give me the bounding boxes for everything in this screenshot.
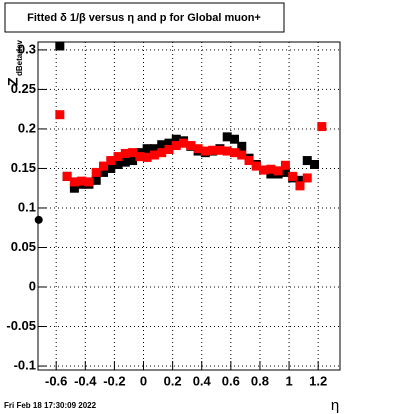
point bbox=[302, 173, 312, 183]
point bbox=[317, 122, 327, 132]
point bbox=[186, 141, 196, 151]
y-tick-label: 0.1 bbox=[18, 199, 36, 214]
timestamp: Fri Feb 18 17:30:09 2022 bbox=[4, 401, 97, 410]
point bbox=[273, 166, 283, 176]
point bbox=[295, 181, 305, 191]
point bbox=[237, 150, 247, 160]
point bbox=[237, 141, 247, 151]
x-tick-label: 1 bbox=[285, 373, 292, 388]
point bbox=[295, 175, 305, 185]
x-tick-label: 0.6 bbox=[222, 373, 240, 388]
y-tick-label: 0 bbox=[29, 278, 36, 293]
x-tick-label: -0.4 bbox=[74, 373, 97, 388]
point bbox=[171, 134, 181, 144]
point bbox=[128, 156, 138, 166]
point bbox=[128, 148, 138, 158]
point bbox=[55, 110, 65, 120]
y-axis-label: Z dBetadev bbox=[5, 39, 24, 86]
x-tick-label: 0.2 bbox=[164, 373, 182, 388]
point bbox=[142, 144, 152, 154]
point bbox=[215, 145, 225, 155]
point bbox=[120, 148, 130, 158]
point bbox=[106, 156, 116, 166]
point bbox=[302, 156, 312, 166]
y-tick-label: 0.15 bbox=[11, 160, 36, 175]
point bbox=[135, 152, 145, 162]
point bbox=[98, 167, 108, 177]
y-tick-label: 0.3 bbox=[18, 41, 36, 56]
point bbox=[200, 146, 210, 156]
point bbox=[208, 145, 218, 155]
point bbox=[106, 163, 116, 173]
point bbox=[149, 144, 159, 154]
x-axis-label: η bbox=[331, 397, 339, 414]
x-tick-label: -0.2 bbox=[103, 373, 125, 388]
point bbox=[69, 183, 79, 193]
x-tick-label: 0 bbox=[140, 373, 147, 388]
point bbox=[193, 144, 203, 154]
point bbox=[280, 167, 290, 177]
point bbox=[288, 171, 298, 181]
point bbox=[171, 141, 181, 151]
point bbox=[142, 152, 152, 162]
point bbox=[251, 161, 261, 171]
point bbox=[69, 177, 79, 187]
point bbox=[259, 165, 269, 175]
x-tick-label: 0.4 bbox=[193, 373, 212, 388]
point bbox=[266, 164, 276, 174]
point bbox=[164, 144, 174, 154]
title-box bbox=[4, 2, 285, 33]
y-tick-label: -0.05 bbox=[6, 318, 36, 333]
y-tick-label: 0.05 bbox=[11, 239, 36, 254]
point bbox=[120, 157, 130, 167]
point bbox=[84, 177, 94, 187]
x-tick-label: 0.8 bbox=[251, 373, 269, 388]
point bbox=[34, 215, 43, 224]
point bbox=[222, 146, 232, 156]
point bbox=[113, 152, 123, 162]
point bbox=[179, 138, 189, 148]
y-label-main: Z bbox=[5, 77, 21, 86]
point bbox=[91, 175, 101, 185]
chart-title: Fitted δ 1/β versus η and p for Global m… bbox=[27, 12, 261, 24]
point bbox=[229, 134, 239, 144]
point bbox=[266, 169, 276, 179]
y-tick-label: 0.25 bbox=[11, 81, 36, 96]
point bbox=[77, 176, 87, 186]
y-tick-label: -0.1 bbox=[14, 357, 36, 372]
point bbox=[222, 132, 232, 142]
plot-frame bbox=[37, 41, 341, 371]
point bbox=[149, 150, 159, 160]
point bbox=[91, 167, 101, 177]
point bbox=[164, 138, 174, 148]
point bbox=[62, 171, 72, 181]
y-tick-label: 0.2 bbox=[18, 120, 36, 135]
point bbox=[113, 160, 123, 170]
x-tick-label: -0.6 bbox=[45, 373, 67, 388]
point bbox=[157, 148, 167, 158]
point bbox=[98, 161, 108, 171]
point bbox=[157, 140, 167, 150]
point bbox=[310, 160, 320, 170]
point bbox=[229, 148, 239, 158]
point bbox=[244, 156, 254, 166]
y-label-sub: dBetadev bbox=[15, 39, 24, 76]
point bbox=[55, 41, 65, 51]
x-tick-label: 1.2 bbox=[309, 373, 327, 388]
point bbox=[280, 160, 290, 170]
